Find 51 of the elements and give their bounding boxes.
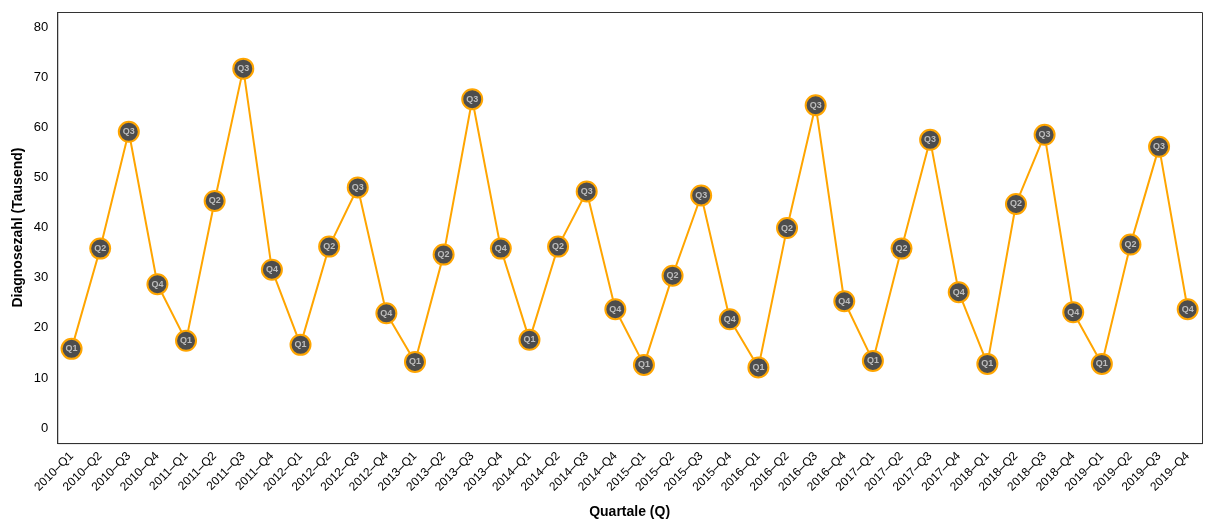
y-tick-label: 40 — [33, 219, 49, 235]
data-label: Q2 — [666, 270, 679, 281]
y-tick-label: 60 — [33, 118, 49, 134]
data-label: Q3 — [351, 181, 364, 192]
data-label: Q3 — [924, 134, 937, 145]
data-label: Q3 — [237, 63, 250, 74]
data-label: Q3 — [1153, 141, 1166, 152]
data-label: Q1 — [523, 334, 536, 345]
data-label: Q4 — [380, 307, 393, 318]
data-label: Q3 — [122, 126, 135, 137]
data-label: Q4 — [952, 286, 965, 297]
data-label: Q2 — [552, 241, 565, 252]
data-label: Q4 — [265, 264, 278, 275]
y-tick-label: 50 — [33, 169, 49, 184]
data-label: Q4 — [838, 295, 851, 306]
data-label: Q1 — [65, 343, 78, 354]
data-label: Q1 — [637, 359, 650, 370]
y-tick-label: 80 — [33, 18, 49, 34]
y-tick-label: 30 — [33, 269, 49, 285]
data-label: Q2 — [437, 249, 450, 260]
data-label: Q2 — [208, 195, 221, 206]
y-tick-label: 70 — [33, 68, 49, 84]
data-label: Q2 — [1124, 239, 1137, 250]
data-label: Q1 — [981, 358, 994, 369]
data-label: Q4 — [723, 313, 736, 324]
data-label: Q2 — [1009, 198, 1022, 209]
data-label: Q4 — [1067, 306, 1080, 317]
data-label: Q2 — [323, 241, 336, 252]
data-label: Q1 — [408, 356, 421, 367]
data-label: Q4 — [609, 303, 622, 314]
y-axis-title: Diagnosezahl (Tausend) — [9, 147, 26, 308]
data-label: Q2 — [781, 222, 794, 233]
data-label: Q2 — [94, 243, 107, 254]
data-label: Q1 — [752, 361, 765, 372]
data-label: Q4 — [151, 278, 164, 289]
data-label: Q1 — [180, 335, 193, 346]
data-label: Q3 — [1038, 129, 1051, 140]
data-label: Q3 — [695, 189, 708, 200]
data-label: Q3 — [580, 185, 593, 196]
data-label: Q3 — [809, 99, 822, 110]
data-label: Q3 — [466, 93, 479, 104]
data-label: Q4 — [494, 243, 507, 254]
x-axis-title: Quartale (Q) — [589, 503, 671, 520]
data-label: Q1 — [1095, 358, 1108, 369]
data-label: Q4 — [1181, 303, 1194, 314]
y-tick-label: 20 — [33, 319, 49, 335]
data-label: Q1 — [294, 339, 307, 350]
data-label: Q1 — [866, 355, 879, 366]
y-tick-label: 0 — [41, 419, 49, 435]
data-label: Q2 — [895, 243, 908, 254]
y-tick-label: 10 — [33, 369, 49, 385]
